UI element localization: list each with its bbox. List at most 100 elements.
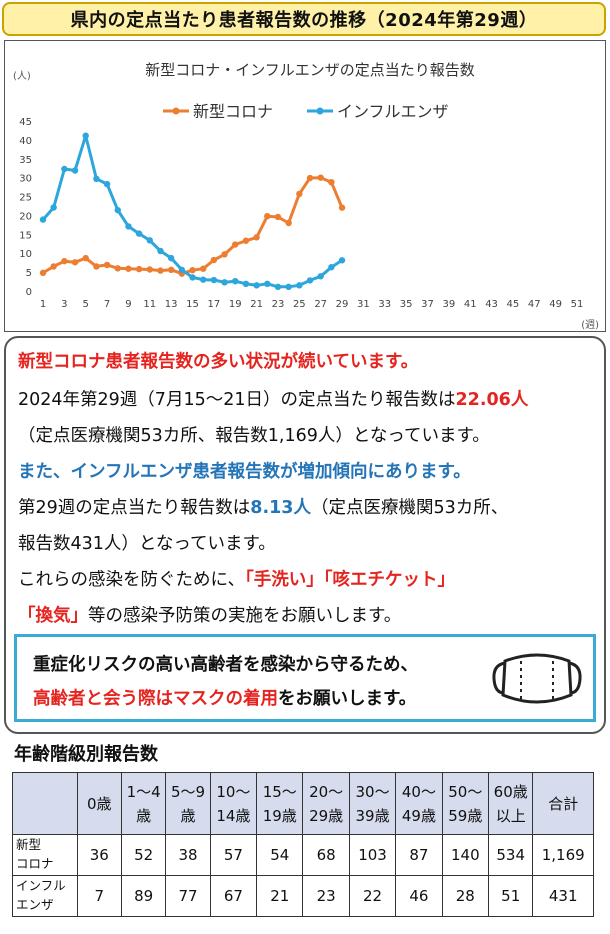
row-label: 新型 コロナ [12,834,78,876]
data-point [264,213,271,220]
column-header-text: 19歳 [262,806,297,825]
x-tick-label: 33 [378,299,391,310]
chart-title: 新型コロナ・インフルエンザの定点当たり報告数 [145,61,475,79]
x-tick-label: 17 [208,299,221,310]
table-cell: 67 [209,875,258,917]
y-tick-label: 25 [19,193,32,204]
data-point [328,179,335,186]
flu-paragraph-line2: 報告数431人）となっています。 [18,534,276,554]
data-point [242,280,250,288]
flu-text-a: 第29週の定点当たり報告数は [18,498,251,518]
x-tick-label: 21 [250,299,263,310]
column-header-text: 歳 [136,806,152,825]
series-line [41,134,343,289]
x-tick-label: 5 [83,299,89,310]
prevention-line1: これらの感染を防ぐために、「手洗い」「咳エチケット」 [18,566,455,591]
x-tick-label: 7 [104,299,110,310]
table-cell: 36 [76,834,122,876]
x-tick-label: 9 [125,299,131,310]
table-row: 新型 コロナ 36 52 38 57 54 68 103 87 140 534 1,169 [12,834,594,876]
data-point [61,165,68,173]
data-point [328,264,335,271]
table-cell: 87 [395,834,443,876]
y-tick-label: 35 [19,155,32,166]
table-cell: 51 [488,875,534,917]
legend-label: インフルエンザ [337,102,449,121]
flu-value: 8.13人 [250,498,311,518]
x-tick-label: 15 [186,299,199,310]
table-cell: 68 [302,834,350,876]
data-point [189,274,196,281]
column-header: 5〜9 歳 [165,772,211,835]
x-tick-label: 1 [40,299,46,310]
column-header-text: 40〜 [401,782,436,801]
table-cell: 1,169 [532,834,594,876]
x-tick-label: 11 [143,299,156,310]
x-tick-label: 35 [400,299,413,310]
y-tick-label: 0 [26,287,32,298]
data-point [210,276,218,284]
data-point [338,257,346,264]
data-point [253,282,260,289]
y-tick-label: 5 [26,268,32,279]
table-cell: 21 [256,875,304,917]
data-point [125,265,132,272]
table-cell: 54 [256,834,304,876]
page-title-text: 県内の定点当たり患者報告数の推移（2024年第29週） [70,10,538,31]
data-point [82,254,89,262]
table-cell: 23 [302,875,350,917]
covid-value: 22.06人 [455,390,529,410]
data-point [221,279,228,286]
table-cell: 103 [348,834,397,876]
covid-headline: 新型コロナ患者報告数の多い状況が続いています。 [18,352,419,372]
flu-paragraph-line1: 第29週の定点当たり報告数は8.13人（定点医療機関53カ所、 [18,494,508,519]
row-label-text: エンザ [16,897,54,912]
line-chart-svg: 新型コロナ・インフルエンザの定点当たり報告数(人)(週)051015202530… [13,61,599,331]
covid-paragraph-line1: 2024年第29週（7月15〜21日）の定点当たり報告数は22.06人 [18,386,528,411]
y-tick-label: 15 [19,230,32,241]
column-header-text: 合計 [548,794,579,813]
column-header-text: 14歳 [216,806,251,825]
data-point [61,257,68,265]
covid-paragraph-line2: （定点医療機関53カ所、報告数1,169人）となっています。 [18,426,490,446]
prevention-text-a: これらの感染を防ぐために、 [18,570,245,590]
data-point [200,276,207,283]
table-cell: 22 [348,875,397,917]
table-cell: 28 [441,875,490,917]
column-header-text: 1〜4 [126,782,161,801]
data-point [189,267,196,274]
data-point [135,230,143,237]
keyword-ventilation: 「換気」 [18,606,88,626]
column-header-text: 60歳 [493,782,528,801]
x-tick-label: 31 [357,299,370,310]
legend-marker [172,107,180,115]
data-point [157,247,164,255]
data-point [274,283,282,291]
x-tick-label: 39 [442,299,455,310]
column-header: 10〜 14歳 [209,772,258,835]
data-point [93,263,100,270]
prevention-line2: 「換気」等の感染予防策の実施をお願いします。 [18,602,401,627]
data-point [317,174,324,181]
x-tick-label: 25 [293,299,306,310]
x-tick-label: 19 [229,299,242,310]
table-cell: 431 [532,875,594,917]
data-point [103,180,111,188]
column-header: 30〜 39歳 [348,772,397,835]
column-header-text: 0歳 [86,794,112,813]
keyword-cough-etiquette: 「咳エチケット」 [323,570,455,590]
column-header-text: 以上 [495,806,526,825]
table-cell: 534 [488,834,534,876]
row-label-text: コロナ [16,856,54,871]
data-point [114,206,121,214]
x-axis-unit-label: (週) [581,319,599,331]
face-mask-icon [492,653,582,704]
data-point [39,269,47,277]
data-point [242,237,250,244]
data-point [167,254,175,262]
x-tick-label: 41 [464,299,477,310]
data-point [50,263,57,270]
data-point [264,280,271,288]
x-tick-label: 47 [528,299,541,310]
data-point [93,175,100,182]
